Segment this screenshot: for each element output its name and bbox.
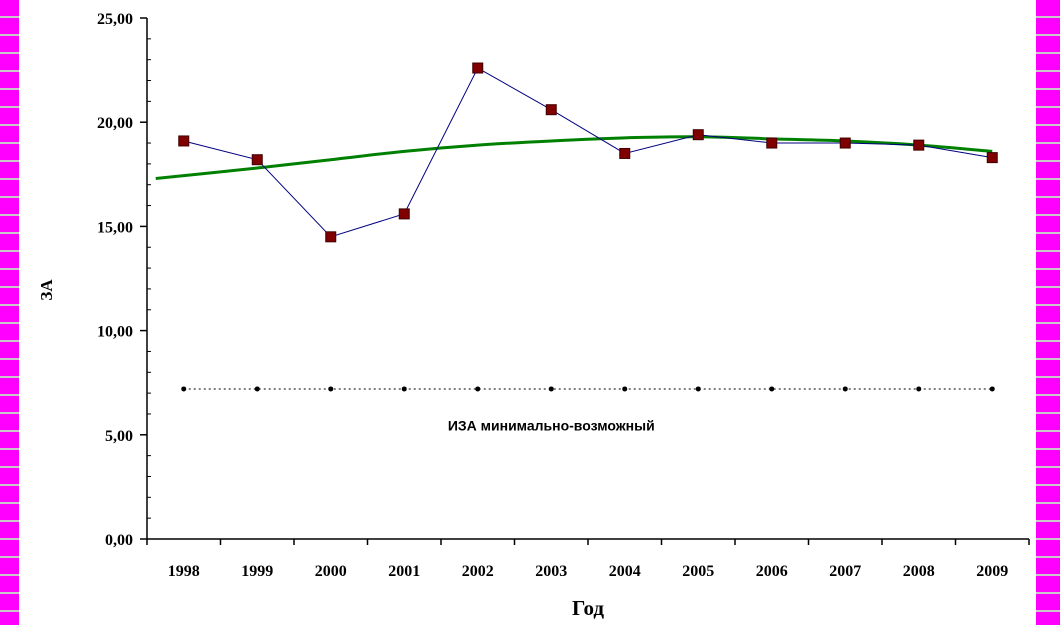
- min-iza-point: [548, 386, 554, 392]
- y-tick-label: 5,00: [105, 428, 133, 445]
- min-iza-point: [254, 386, 260, 392]
- x-tick-label: 2009: [976, 563, 1008, 580]
- min-iza-point: [695, 386, 701, 392]
- iza-point-marker: [766, 137, 778, 149]
- x-tick-label: 2007: [829, 563, 861, 580]
- y-tick-label: 15,00: [97, 219, 133, 236]
- min-iza-point: [989, 386, 995, 392]
- iza-point-marker: [325, 231, 337, 243]
- min-iza-point: [181, 386, 187, 392]
- y-tick-label: 25,00: [97, 11, 133, 28]
- chart-series: [155, 62, 998, 392]
- axis-ticks: 0,00 5,00 10,00 15,00 20,00 25,00 1998 1999 2000…: [97, 11, 1030, 580]
- left-border-line: [19, 0, 21, 625]
- x-tick-label: 2008: [903, 563, 935, 580]
- x-tick-label: 2000: [315, 563, 347, 580]
- x-tick-label: 2001: [388, 563, 420, 580]
- min-iza-point: [769, 386, 775, 392]
- chart-axes: [146, 18, 1029, 540]
- min-iza-point: [475, 386, 481, 392]
- min-iza-annotation: ИЗА минимально-возможный: [448, 418, 655, 434]
- x-tick-label: 2002: [462, 563, 494, 580]
- iza-point-marker: [472, 62, 484, 74]
- left-decorative-border: [0, 0, 19, 625]
- x-tick-label: 2003: [535, 563, 567, 580]
- trend-line: [155, 135, 993, 180]
- x-tick-label: 1999: [241, 563, 273, 580]
- iza-point-marker: [178, 135, 190, 147]
- x-tick-label: 1998: [168, 563, 200, 580]
- iza-point-marker: [545, 104, 557, 116]
- iza-point-marker: [692, 129, 704, 141]
- min-iza-point: [842, 386, 848, 392]
- iza-series-line: [183, 67, 993, 238]
- x-axis-title: Год: [572, 596, 604, 620]
- x-tick-label: 2005: [682, 563, 714, 580]
- y-tick-label: 10,00: [97, 324, 133, 341]
- iza-point-marker: [986, 152, 998, 164]
- min-iza-point: [916, 386, 922, 392]
- y-axis-title: ЗА: [37, 279, 56, 301]
- min-iza-point: [401, 386, 407, 392]
- right-border-line: [1034, 0, 1036, 625]
- right-decorative-border: [1036, 0, 1060, 625]
- x-tick-label: 2006: [756, 563, 788, 580]
- iza-point-marker: [619, 147, 631, 159]
- min-iza-point: [328, 386, 334, 392]
- x-tick-label: 2004: [609, 563, 641, 580]
- iza-point-marker: [251, 154, 263, 166]
- iza-point-marker: [839, 137, 851, 149]
- y-tick-label: 0,00: [105, 532, 133, 549]
- y-tick-label: 20,00: [97, 115, 133, 132]
- min-iza-point: [622, 386, 628, 392]
- iza-point-marker: [913, 139, 925, 151]
- iza-point-marker: [398, 208, 410, 220]
